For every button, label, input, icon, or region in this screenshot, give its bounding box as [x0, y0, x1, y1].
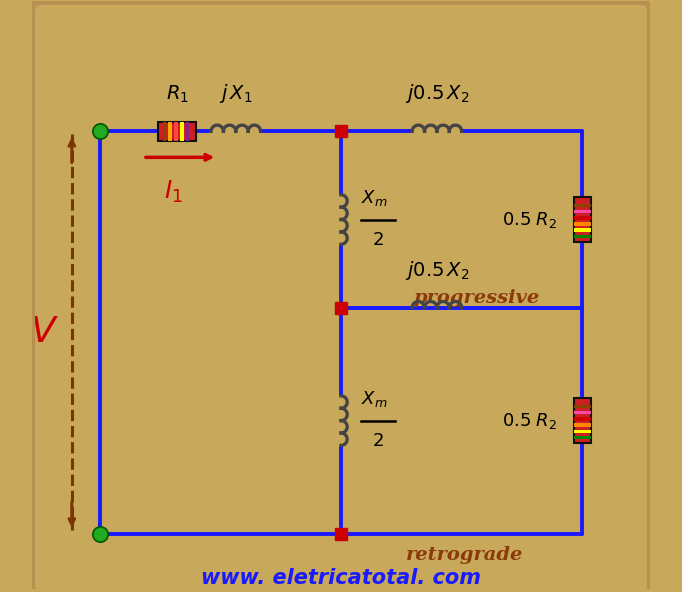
Bar	[574, 405, 591, 408]
Text: $I_1$: $I_1$	[164, 179, 183, 205]
Bar	[574, 234, 591, 238]
Bar	[574, 229, 591, 232]
Text: retrograde: retrograde	[406, 546, 524, 564]
Bar	[186, 122, 190, 141]
Bar	[574, 411, 591, 414]
Bar	[574, 204, 591, 207]
Bar	[168, 122, 172, 141]
Text: progressive: progressive	[414, 289, 540, 307]
Bar	[574, 436, 591, 439]
Text: $0.5\;R_2$: $0.5\;R_2$	[501, 210, 557, 230]
Bar	[574, 197, 591, 242]
Text: $j0.5\,X_2$: $j0.5\,X_2$	[404, 82, 469, 105]
Text: $j0.5\,X_2$: $j0.5\,X_2$	[404, 259, 469, 282]
Text: www. eletricatotal. com: www. eletricatotal. com	[201, 568, 481, 588]
Bar	[574, 417, 591, 421]
Text: $X_m$: $X_m$	[361, 390, 387, 410]
Bar	[574, 398, 591, 443]
Text: $2$: $2$	[372, 432, 384, 450]
Bar	[180, 122, 183, 141]
Text: $V$: $V$	[29, 316, 59, 349]
Bar	[574, 430, 591, 433]
Text: $j\,X_1$: $j\,X_1$	[219, 82, 252, 105]
Bar	[574, 216, 591, 220]
Text: $0.5\;R_2$: $0.5\;R_2$	[501, 411, 557, 430]
Bar	[174, 122, 178, 141]
Text: $R_1$: $R_1$	[166, 84, 188, 105]
Text: $2$: $2$	[372, 231, 384, 249]
Bar	[574, 210, 591, 213]
Bar	[158, 122, 196, 141]
Bar	[574, 223, 591, 226]
Text: $X_m$: $X_m$	[361, 188, 387, 208]
Bar	[574, 423, 591, 427]
Bar	[163, 122, 166, 141]
